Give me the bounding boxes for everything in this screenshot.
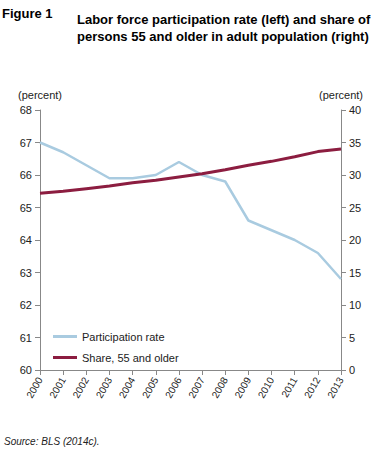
- svg-text:2006: 2006: [163, 375, 184, 400]
- svg-text:65: 65: [20, 202, 32, 214]
- svg-text:15: 15: [349, 267, 361, 279]
- svg-text:2008: 2008: [209, 375, 230, 400]
- svg-text:2007: 2007: [186, 375, 207, 400]
- svg-text:2005: 2005: [140, 375, 161, 400]
- svg-text:66: 66: [20, 169, 32, 181]
- svg-text:62: 62: [20, 299, 32, 311]
- svg-text:63: 63: [20, 267, 32, 279]
- svg-text:Source: BLS (2014c).: Source: BLS (2014c).: [4, 436, 100, 447]
- svg-text:30: 30: [349, 169, 361, 181]
- svg-text:40: 40: [349, 104, 361, 116]
- svg-text:2001: 2001: [47, 375, 68, 400]
- svg-text:2000: 2000: [24, 375, 45, 400]
- svg-text:68: 68: [20, 104, 32, 116]
- svg-text:Share, 55 and older: Share, 55 and older: [82, 352, 179, 364]
- svg-text:Participation rate: Participation rate: [82, 331, 165, 343]
- svg-text:Labor force participation rate: Labor force participation rate (left) an…: [77, 12, 374, 27]
- svg-text:64: 64: [20, 234, 32, 246]
- svg-text:2013: 2013: [325, 375, 346, 400]
- svg-text:Figure 1: Figure 1: [2, 6, 53, 21]
- svg-text:2011: 2011: [279, 375, 299, 399]
- svg-text:0: 0: [349, 364, 355, 376]
- svg-text:(percent): (percent): [319, 89, 363, 101]
- svg-text:10: 10: [349, 299, 361, 311]
- svg-text:2003: 2003: [94, 375, 115, 400]
- svg-text:35: 35: [349, 137, 361, 149]
- svg-text:5: 5: [349, 332, 355, 344]
- svg-text:2010: 2010: [256, 375, 277, 400]
- svg-text:60: 60: [20, 364, 32, 376]
- svg-text:2002: 2002: [70, 375, 91, 400]
- svg-text:20: 20: [349, 234, 361, 246]
- svg-text:2004: 2004: [117, 375, 138, 400]
- svg-text:67: 67: [20, 137, 32, 149]
- svg-text:2009: 2009: [233, 375, 254, 400]
- svg-text:61: 61: [20, 332, 32, 344]
- svg-text:2012: 2012: [302, 375, 323, 400]
- svg-text:25: 25: [349, 202, 361, 214]
- svg-text:persons 55 and older in adult: persons 55 and older in adult population…: [77, 29, 369, 44]
- svg-text:(percent): (percent): [18, 89, 62, 101]
